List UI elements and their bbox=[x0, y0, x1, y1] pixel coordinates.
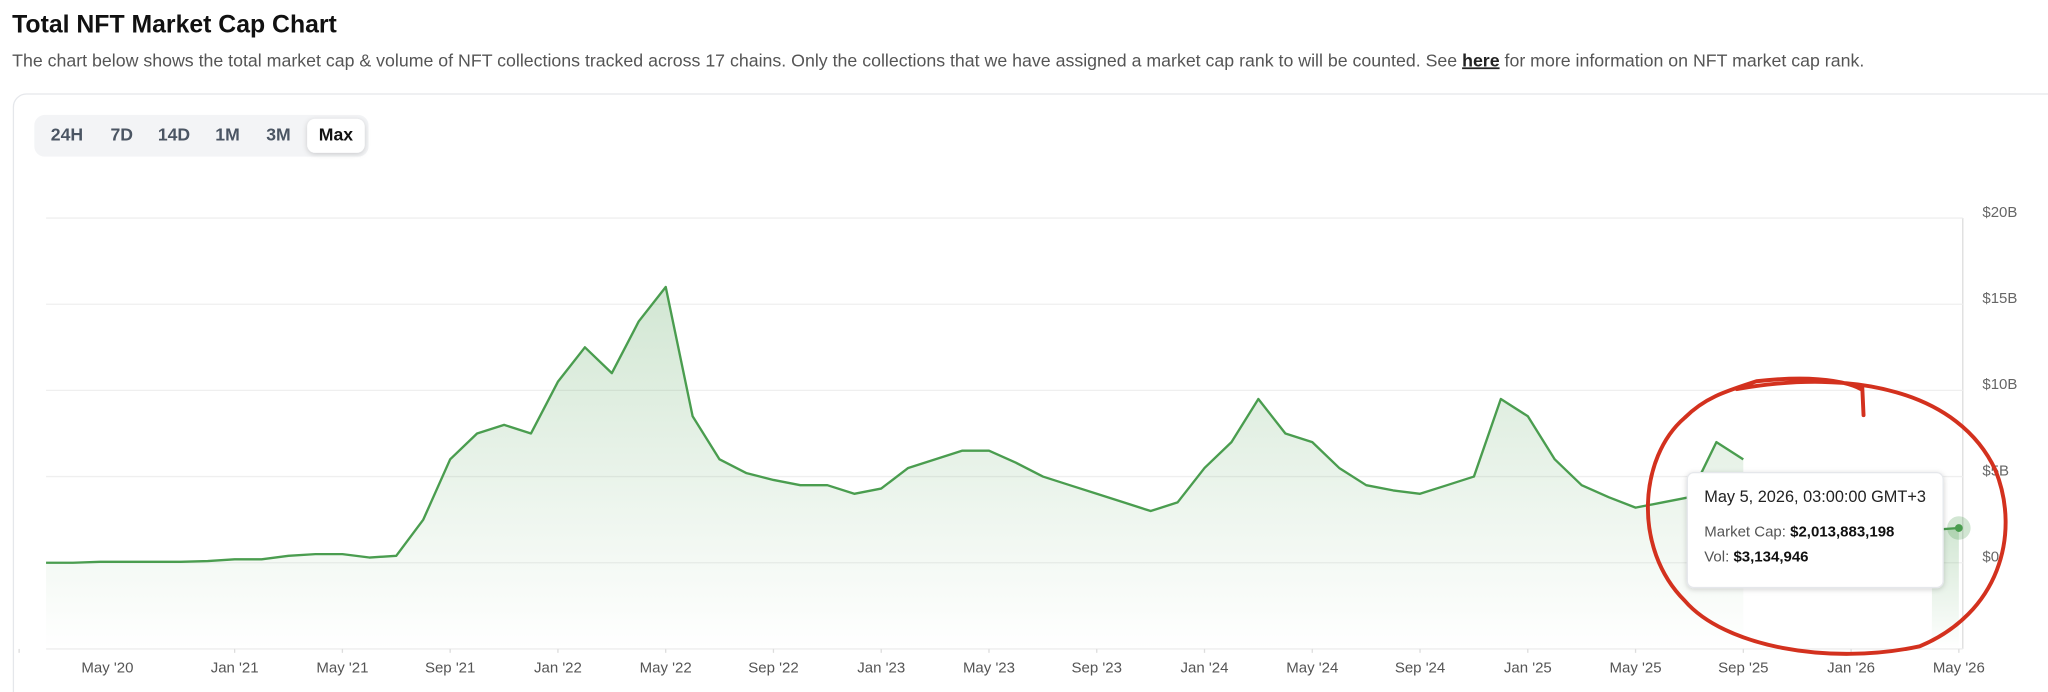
description-text: The chart below shows the total market c… bbox=[12, 50, 1462, 70]
description-text: for more information on NFT market cap r… bbox=[1500, 50, 1865, 70]
x-tick-label: Sep '21 bbox=[425, 659, 475, 676]
x-tick-label: Jan '21 bbox=[211, 659, 259, 676]
x-tick-label: May '21 bbox=[316, 659, 368, 676]
area bbox=[46, 286, 1744, 649]
x-tick-label: Jan '24 bbox=[1181, 659, 1229, 676]
hover-point bbox=[1954, 524, 1963, 532]
x-tick-label: Jan '26 bbox=[1827, 659, 1875, 676]
x-tick-label: Sep '24 bbox=[1395, 659, 1445, 676]
y-tick-label: $20B bbox=[1982, 204, 2017, 221]
range-button-bg bbox=[307, 118, 365, 153]
y-tick-label: $0 bbox=[1982, 548, 1999, 565]
x-tick-label: Sep '22 bbox=[748, 659, 798, 676]
tooltip-value: $3,134,946 bbox=[1733, 548, 1808, 565]
range-button[interactable]: 24H bbox=[51, 124, 83, 144]
x-tick-label: May '20 bbox=[81, 659, 133, 676]
x-tick-label: May '22 bbox=[640, 659, 692, 676]
range-button[interactable]: 1M bbox=[215, 124, 239, 144]
page-title: Total NFT Market Cap Chart bbox=[12, 12, 337, 39]
range-button[interactable]: 7D bbox=[111, 124, 134, 144]
tooltip-label: Market Cap: bbox=[1704, 524, 1786, 541]
x-tick-label: Jan '23 bbox=[857, 659, 905, 676]
range-button[interactable]: Max bbox=[319, 124, 353, 144]
tooltip bbox=[1686, 471, 1944, 589]
annotation-circle bbox=[1645, 376, 2008, 656]
range-group bbox=[34, 114, 369, 157]
tooltip-row: Vol: $3,134,946 bbox=[1704, 548, 1808, 565]
link[interactable]: here bbox=[1462, 50, 1500, 70]
range-button[interactable]: 3M bbox=[266, 124, 290, 144]
x-tick-label: Jan '25 bbox=[1504, 659, 1552, 676]
tooltip-label: Vol: bbox=[1704, 548, 1729, 565]
x-tick-label: Sep '23 bbox=[1072, 659, 1122, 676]
tooltip-value: $2,013,883,198 bbox=[1790, 524, 1894, 541]
y-tick-label: $10B bbox=[1982, 376, 2017, 393]
description: The chart below shows the total market c… bbox=[12, 50, 1864, 70]
y-tick-label: $15B bbox=[1982, 290, 2017, 307]
x-tick-label: May '25 bbox=[1610, 659, 1662, 676]
x-tick-label: Jan '22 bbox=[534, 659, 582, 676]
x-tick-label: May '24 bbox=[1286, 659, 1338, 676]
range-button[interactable]: 14D bbox=[158, 124, 190, 144]
x-tick-label: May '23 bbox=[963, 659, 1015, 676]
tooltip-row: Market Cap: $2,013,883,198 bbox=[1704, 524, 1894, 541]
x-tick-label: May '26 bbox=[1933, 659, 1985, 676]
tooltip-date: May 5, 2026, 03:00:00 GMT+3 bbox=[1704, 488, 1926, 506]
line bbox=[46, 285, 1744, 564]
x-tick-label: Sep '25 bbox=[1718, 659, 1768, 676]
